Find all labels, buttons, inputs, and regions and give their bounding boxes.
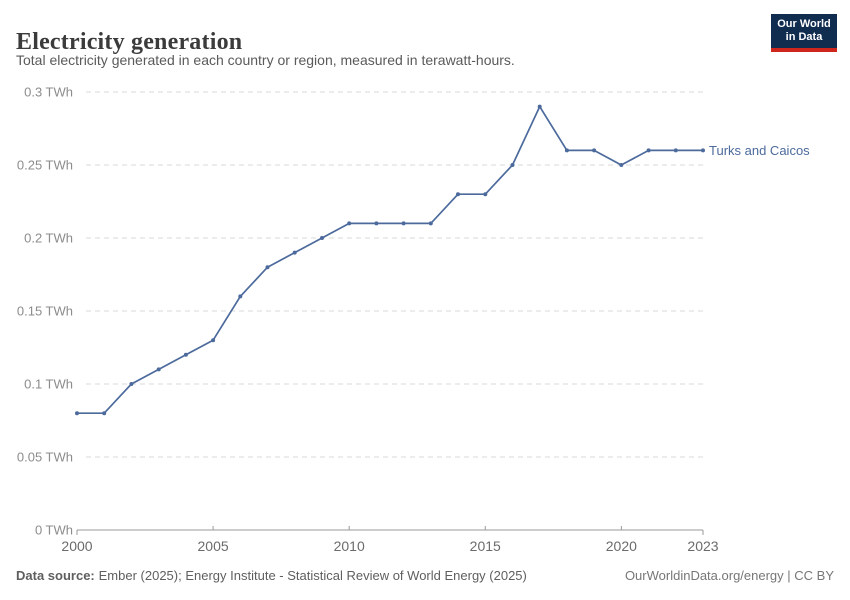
owid-logo[interactable]: Our World in Data [771, 14, 837, 52]
data-point[interactable] [102, 411, 107, 416]
data-point[interactable] [428, 221, 433, 226]
data-point[interactable] [701, 148, 705, 153]
data-point[interactable] [347, 221, 352, 226]
x-axis-tick-label: 2010 [334, 538, 365, 554]
x-axis-tick-label: 2023 [687, 538, 718, 554]
y-axis-tick-label: 0.1 TWh [24, 377, 73, 392]
series-label[interactable]: Turks and Caicos [709, 143, 810, 158]
data-point[interactable] [211, 338, 216, 343]
data-point[interactable] [183, 352, 188, 357]
owid-logo-text: Our World in Data [771, 14, 837, 48]
x-axis-tick-label: 2020 [606, 538, 637, 554]
x-axis-tick-label: 2000 [61, 538, 92, 554]
data-point[interactable] [483, 192, 488, 197]
y-axis-tick-label: 0.25 TWh [17, 158, 73, 173]
footer-source: Data source: Ember (2025); Energy Institu… [16, 568, 527, 583]
x-axis-tick-label: 2005 [198, 538, 229, 554]
series-line-turks-and-caicos[interactable] [76, 105, 704, 415]
data-point[interactable] [592, 148, 597, 153]
y-axis-tick-label: 0.3 TWh [24, 85, 73, 100]
data-point[interactable] [320, 236, 324, 240]
owid-logo-red-bar [771, 48, 837, 52]
footer-rights-link[interactable]: OurWorldinData.org/energy | CC BY [624, 568, 834, 583]
data-point[interactable] [292, 250, 297, 255]
data-point[interactable] [75, 411, 79, 416]
data-point[interactable] [456, 192, 460, 197]
data-point[interactable] [129, 382, 134, 386]
data-source-label: Data source: [16, 568, 95, 583]
data-point[interactable] [673, 148, 678, 153]
y-axis-tick-label: 0.15 TWh [17, 304, 73, 319]
data-point[interactable] [537, 104, 542, 109]
data-point[interactable] [510, 163, 515, 167]
data-point[interactable] [238, 294, 243, 299]
x-axis-tick-label: 2015 [470, 538, 501, 554]
data-point[interactable] [401, 221, 406, 226]
y-axis-tick-label: 0.05 TWh [17, 450, 73, 465]
page-title: Electricity generation [16, 29, 243, 56]
data-point[interactable] [619, 163, 624, 167]
data-point[interactable] [156, 367, 161, 372]
data-source-link[interactable]: Ember (2025); Energy Institute - Statist… [98, 568, 527, 583]
data-point[interactable] [374, 221, 379, 226]
data-point[interactable] [265, 265, 270, 270]
y-axis-tick-label: 0.2 TWh [24, 231, 73, 246]
data-point[interactable] [646, 148, 651, 153]
data-point[interactable] [564, 148, 569, 153]
y-axis-tick-label: 0 TWh [35, 523, 73, 538]
page-subtitle: Total electricity generated in each coun… [16, 52, 515, 68]
